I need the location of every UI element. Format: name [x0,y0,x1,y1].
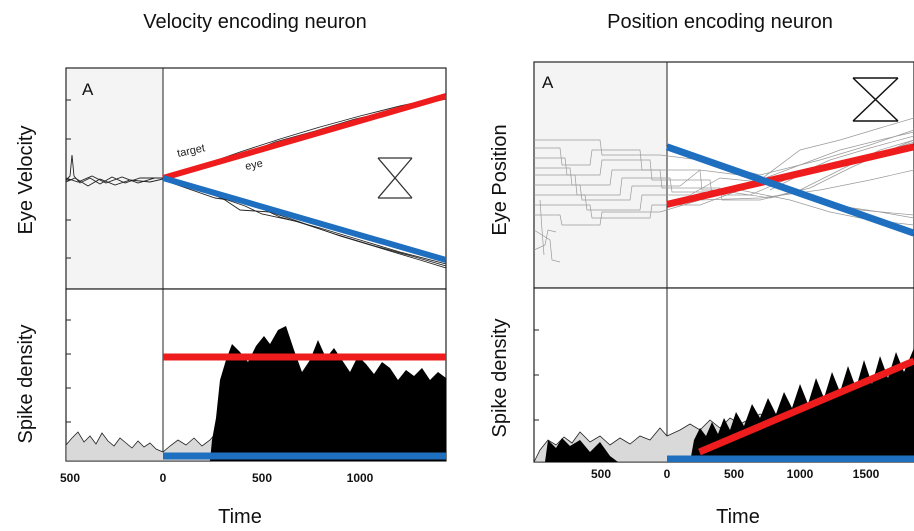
left-upper-red-line [162,93,446,181]
left-xlabel: Time [218,506,262,528]
right-upper-ylabel: Eye Position [489,124,511,235]
left-xtick-4: 1000 [347,471,374,485]
right-panel-letter: A [542,73,554,92]
right-lower-yticks [534,329,539,421]
right-xtick-4: 1000 [787,467,814,481]
left-lower-ylabel: Spike density [15,325,37,444]
right-upper-blue-line [665,143,914,237]
right-title: Position encoding neuron [607,11,833,33]
left-xticks: 500 0 500 1000 [60,471,374,485]
left-xtick-3: 500 [252,471,272,485]
right-lower-red-line [698,357,914,456]
right-lower-ramp-area [545,348,914,462]
left-lower-panel [65,288,447,462]
right-xtick-2: 0 [664,467,671,481]
right-xtick-5: 1500 [853,467,880,481]
right-xtick-1: 500 [591,467,611,481]
left-upper-ylabel: Eye Velocity [15,126,37,235]
left-xtick-1: 500 [60,471,80,485]
right-xticks: 500 0 500 1000 1500 [591,467,880,481]
right-upper-panel: A [533,61,914,289]
left-title: Velocity encoding neuron [143,11,367,33]
right-upper-red-line [666,143,914,208]
left-annotation-target: target [176,142,206,160]
right-xtick-3: 500 [724,467,744,481]
right-xlabel: Time [716,506,760,528]
left-lower-yticks [66,319,71,423]
right-lower-ylabel: Spike density [489,319,511,438]
left-xtick-2: 0 [160,471,167,485]
right-hourglass-icon [852,77,899,122]
left-upper-blue-line [162,175,446,263]
left-hourglass-icon [377,157,413,199]
right-lower-panel [533,287,914,463]
left-upper-panel: A target eye [65,67,447,290]
left-annotation-eye: eye [244,158,264,173]
left-panel-letter: A [82,80,94,99]
